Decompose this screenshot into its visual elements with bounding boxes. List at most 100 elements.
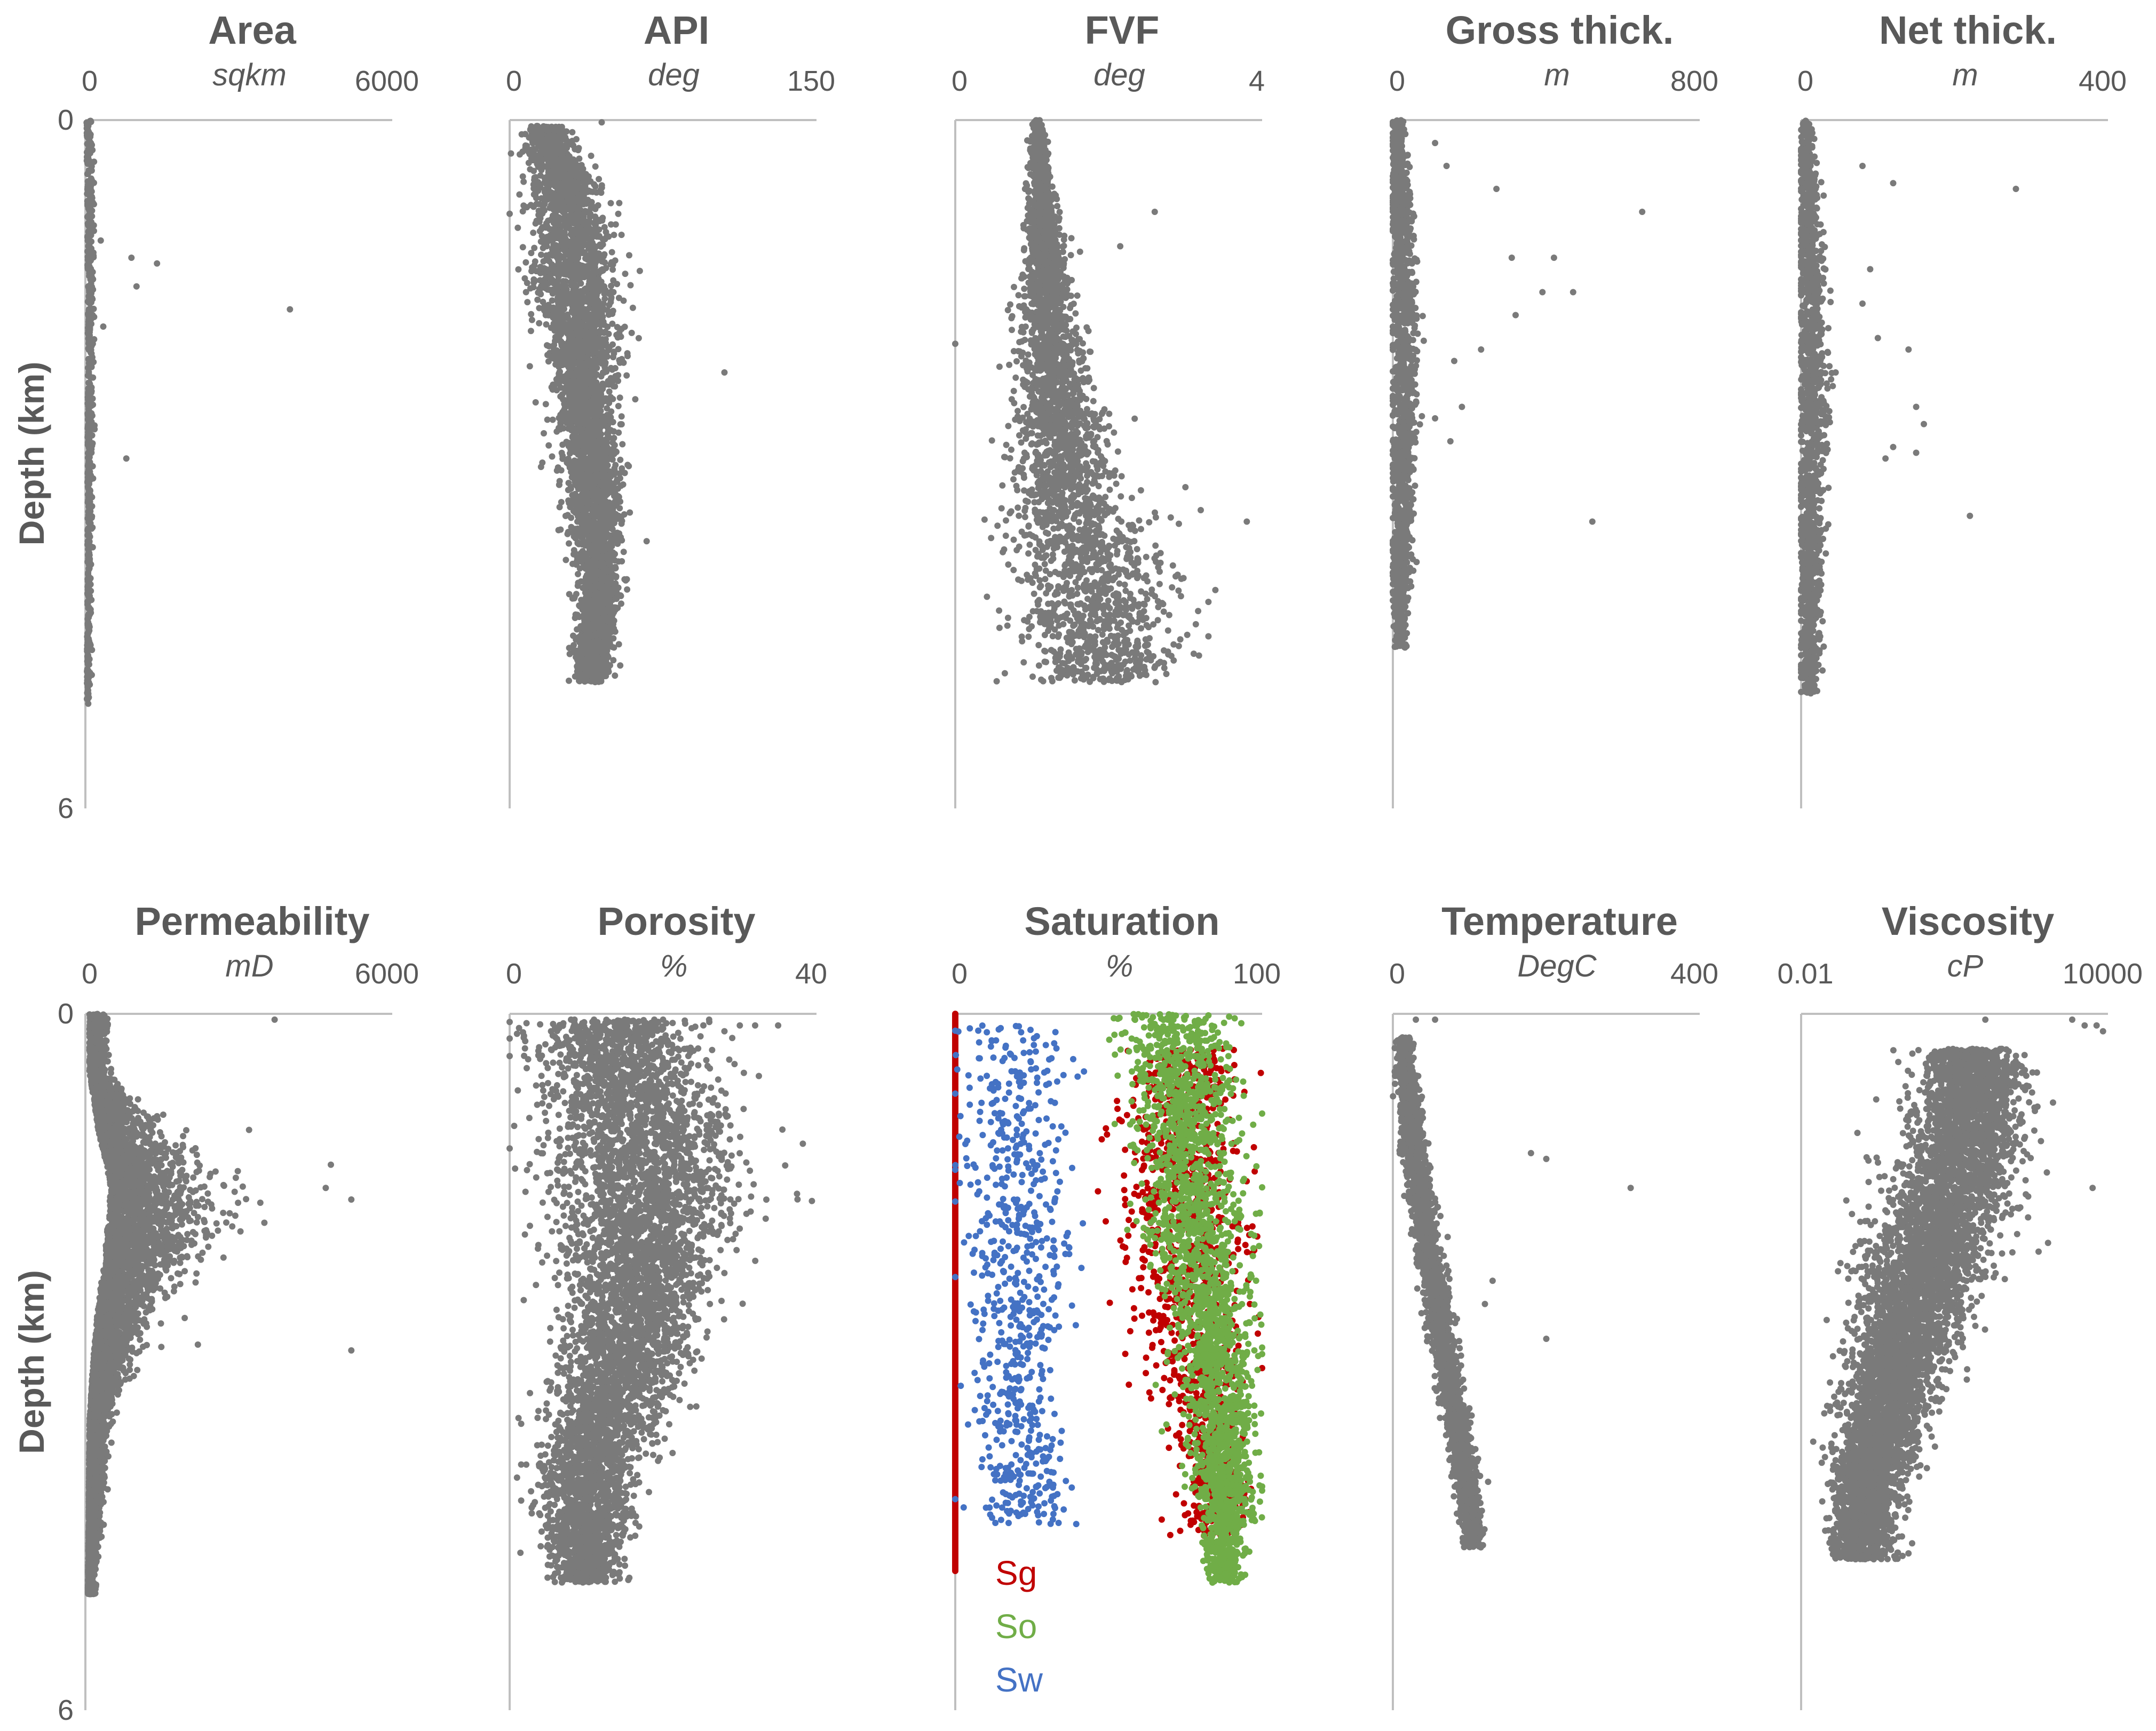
data-point bbox=[128, 255, 134, 261]
scatter-points bbox=[506, 119, 728, 685]
data-point bbox=[86, 347, 92, 353]
data-point bbox=[86, 251, 93, 258]
data-point bbox=[86, 612, 92, 618]
data-point bbox=[86, 329, 93, 336]
data-point bbox=[84, 234, 91, 240]
data-point bbox=[616, 200, 622, 207]
data-point bbox=[85, 483, 91, 490]
x-tick-min: 0 bbox=[506, 65, 522, 97]
data-point bbox=[85, 519, 92, 526]
scatter-points bbox=[83, 118, 293, 707]
data-point bbox=[89, 296, 96, 303]
data-point bbox=[617, 662, 623, 669]
data-point bbox=[86, 597, 92, 604]
data-point bbox=[98, 237, 104, 244]
data-point bbox=[524, 299, 530, 305]
y-axis-label-row-2: Depth (km) bbox=[12, 1270, 51, 1454]
data-point bbox=[85, 243, 91, 249]
data-point bbox=[86, 129, 92, 136]
data-point bbox=[628, 282, 634, 289]
data-point bbox=[84, 400, 91, 407]
panel-api: API deg 0 150 bbox=[506, 8, 835, 808]
data-point bbox=[85, 170, 91, 177]
data-point bbox=[569, 129, 575, 136]
data-point bbox=[89, 195, 96, 201]
data-point bbox=[85, 412, 91, 418]
data-point bbox=[637, 268, 643, 274]
data-point bbox=[287, 306, 293, 313]
data-point bbox=[566, 678, 572, 684]
data-point bbox=[86, 227, 93, 233]
data-point bbox=[617, 394, 623, 401]
y-axis-label-row-1: Depth (km) bbox=[12, 362, 51, 546]
y-tick-min: 0 bbox=[58, 104, 74, 136]
data-point bbox=[84, 213, 91, 220]
data-point bbox=[87, 150, 93, 156]
data-point bbox=[91, 422, 98, 428]
data-point bbox=[522, 259, 529, 266]
data-point bbox=[86, 559, 93, 565]
data-point bbox=[91, 314, 97, 320]
data-point bbox=[528, 311, 534, 317]
data-point bbox=[619, 358, 625, 364]
data-point bbox=[85, 653, 91, 660]
data-point bbox=[86, 494, 93, 501]
data-point bbox=[100, 323, 107, 330]
data-point bbox=[85, 647, 92, 653]
data-point bbox=[87, 504, 93, 511]
data-point bbox=[86, 576, 93, 583]
data-point bbox=[88, 219, 94, 225]
data-point bbox=[549, 454, 556, 460]
data-point bbox=[85, 566, 92, 572]
data-point bbox=[90, 544, 96, 551]
data-point bbox=[85, 701, 91, 707]
data-point bbox=[543, 401, 549, 407]
data-point bbox=[84, 158, 91, 164]
x-tick-max: 6000 bbox=[355, 65, 419, 97]
chart-title: API bbox=[644, 8, 709, 52]
data-point bbox=[85, 307, 92, 314]
data-point bbox=[85, 203, 92, 209]
data-point bbox=[87, 459, 93, 465]
data-point bbox=[87, 276, 93, 283]
data-point bbox=[85, 379, 92, 386]
unit-label: deg bbox=[648, 58, 700, 92]
data-point bbox=[87, 118, 93, 124]
data-point bbox=[520, 244, 526, 250]
data-point bbox=[84, 590, 91, 597]
data-point bbox=[609, 249, 615, 256]
x-tick-max: 150 bbox=[787, 65, 835, 97]
data-point bbox=[606, 388, 613, 395]
data-point bbox=[612, 365, 619, 371]
data-point bbox=[88, 321, 94, 327]
x-tick-min: 0 bbox=[82, 65, 98, 97]
unit-label: sqkm bbox=[212, 58, 287, 92]
data-point bbox=[85, 182, 92, 189]
data-point bbox=[626, 252, 632, 258]
data-point bbox=[86, 264, 92, 271]
data-point bbox=[87, 257, 93, 264]
data-point bbox=[85, 670, 92, 677]
data-point bbox=[89, 163, 95, 170]
data-point bbox=[123, 455, 130, 462]
data-point bbox=[86, 605, 92, 611]
data-point bbox=[562, 557, 569, 563]
data-point bbox=[84, 190, 90, 197]
data-point bbox=[87, 363, 93, 369]
data-point bbox=[506, 211, 513, 217]
data-point bbox=[85, 553, 91, 559]
data-point bbox=[624, 586, 630, 593]
data-point bbox=[86, 628, 92, 634]
data-point bbox=[85, 619, 91, 625]
data-point bbox=[85, 429, 91, 435]
y-tick-max: 6 bbox=[58, 792, 74, 824]
data-point bbox=[86, 388, 92, 395]
data-point bbox=[624, 350, 631, 356]
data-point bbox=[133, 283, 140, 290]
data-point bbox=[619, 232, 625, 238]
data-point bbox=[85, 582, 91, 588]
data-point bbox=[516, 192, 522, 198]
data-point bbox=[610, 277, 616, 284]
figure-panels: Depth (km)Depth (km)Areasqkm0 600006APIde… bbox=[0, 0, 2156, 1731]
